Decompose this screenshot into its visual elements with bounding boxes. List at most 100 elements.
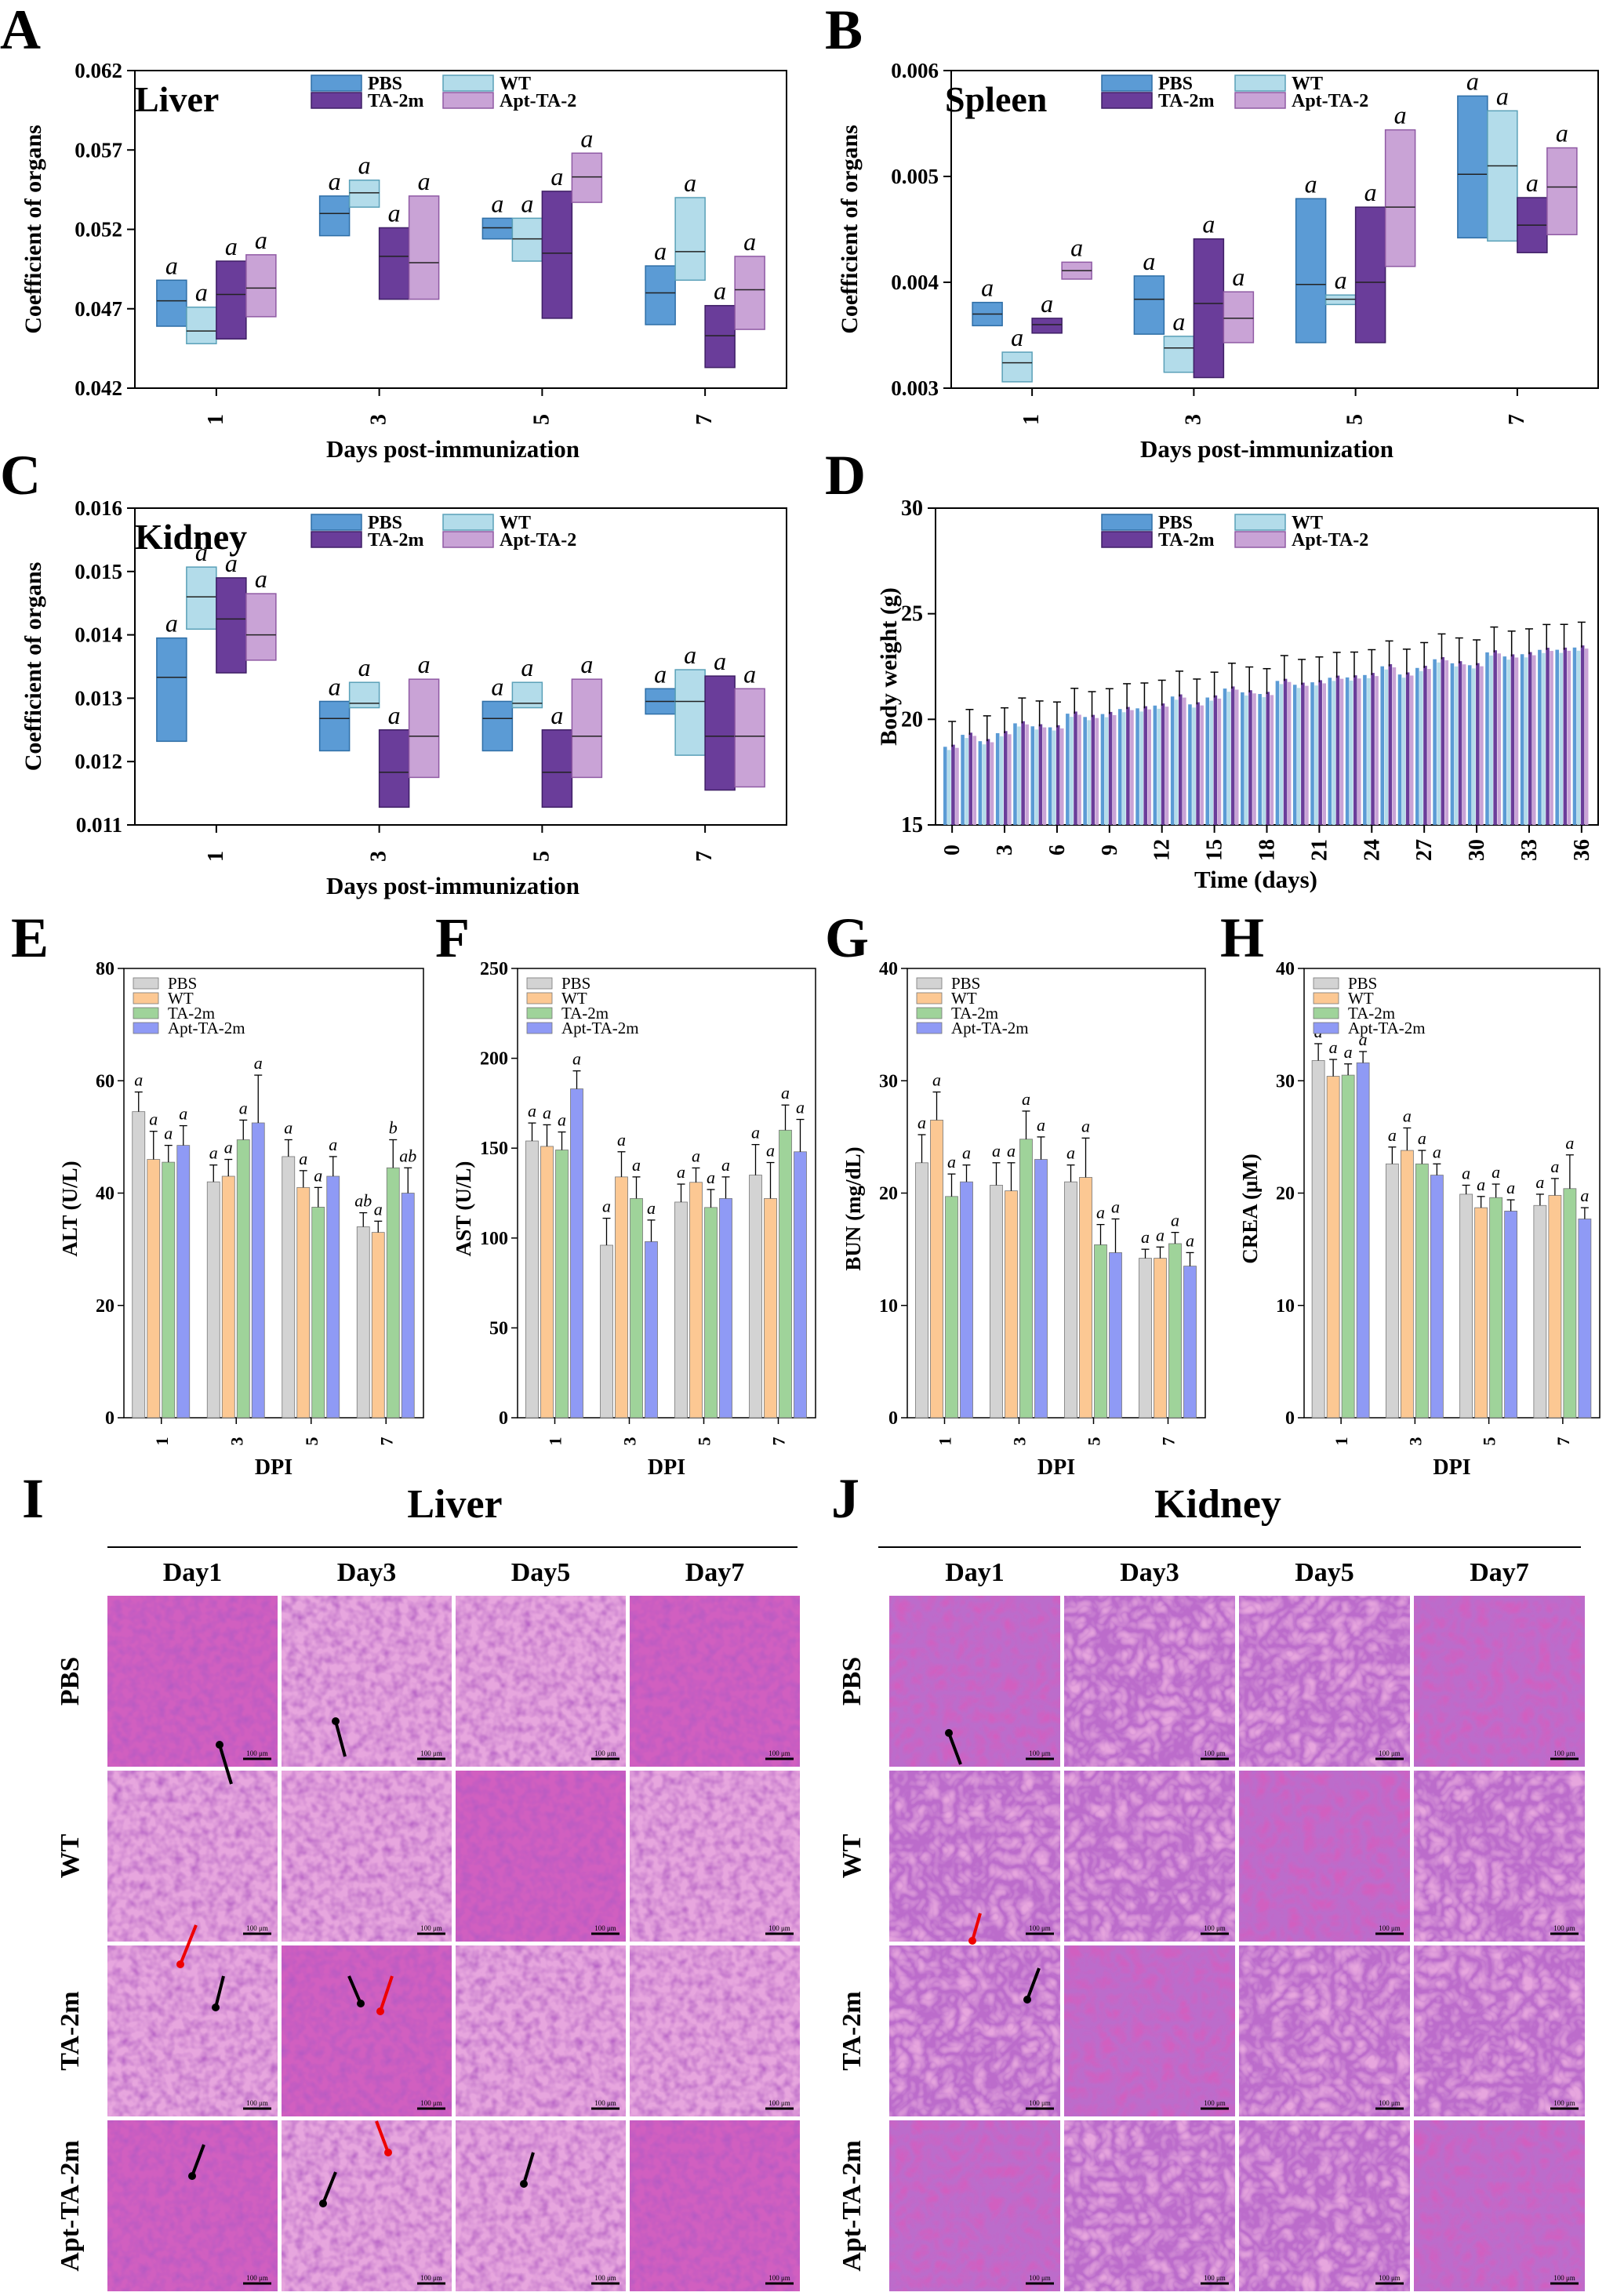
lesion-arrow-head-icon [212, 2004, 220, 2011]
chart-e-ytick-label: 40 [96, 1184, 114, 1204]
chart-b-ytick-label: 0.003 [891, 376, 939, 400]
panel-letter-g: G [825, 906, 869, 969]
histo-j-scalebar-label: 100 μm [1029, 2274, 1051, 2282]
chart-d-bar [1353, 675, 1357, 825]
histo-j-image [1414, 1596, 1585, 1767]
chart-d-bar [1339, 678, 1344, 825]
chart-f-legend-swatch-3 [526, 1022, 553, 1034]
chart-b-legend-label-3: Apt-TA-2 [1292, 91, 1368, 111]
lesion-arrow-head-icon [384, 2149, 392, 2156]
chart-c-xlabel: Days post-immunization [326, 872, 580, 899]
chart-h-legend-label-3: Apt-TA-2m [1348, 1019, 1426, 1037]
chart-d-bar [1392, 667, 1397, 825]
chart-g-sig-label: a [1141, 1227, 1150, 1247]
chart-d-bar [1213, 695, 1218, 825]
chart-g-bar [1109, 1252, 1122, 1419]
chart-f-xtick-label: 7 [769, 1437, 789, 1446]
chart-h-bar [1430, 1175, 1444, 1419]
lesion-arrow-icon [218, 1744, 233, 1785]
chart-e-sig-label: ab [354, 1191, 372, 1211]
chart-f-sig-label: a [572, 1049, 581, 1069]
chart-b-ytick-label: 0.006 [891, 59, 939, 82]
chart-c-box [186, 566, 217, 630]
histo-i-scalebar-label: 100 μm [594, 2274, 616, 2282]
chart-d-ylabel: Body weight (g) [876, 587, 902, 746]
chart-b-legend-label-2: TA-2m [1158, 91, 1215, 111]
chart-b-xlabel: Days post-immunization [1140, 435, 1393, 463]
chart-g-sig-label: a [1156, 1225, 1165, 1244]
lesion-arrow-icon [1026, 1967, 1041, 2000]
chart-c-legend-swatch-0 [311, 514, 362, 531]
chart-a-box [216, 260, 247, 340]
chart-h-sig-label: a [1462, 1163, 1470, 1183]
chart-h-bar [1563, 1188, 1577, 1419]
chart-g-xtick-label: 1 [936, 1437, 955, 1446]
chart-h-bar [1474, 1207, 1488, 1419]
chart-f-bar [794, 1151, 807, 1419]
histo-j-scalebar-label: 100 μm [1379, 1749, 1401, 1757]
histo-j-col-label: Day7 [1470, 1558, 1529, 1587]
chart-h-sig-label: a [1403, 1106, 1412, 1125]
chart-c-legend-label-1: WT [500, 513, 531, 533]
chart-a-ylabel: Coefficient of organs [20, 125, 46, 334]
chart-d-bar [1122, 712, 1126, 825]
histo-j-row-label: WT [838, 1833, 867, 1878]
chart-b-sig-label: a [1172, 307, 1185, 336]
chart-d-ytick-label: 15 [901, 813, 923, 837]
histo-j-image [1064, 1945, 1235, 2116]
histo-i-scalebar-label: 100 μm [246, 1749, 268, 1757]
chart-h-bar [1578, 1219, 1592, 1419]
chart-g-sig-label: a [1007, 1141, 1016, 1161]
chart-d-bar [1108, 711, 1113, 825]
chart-d-bar [1371, 673, 1375, 825]
chart-d-bar [1514, 657, 1519, 825]
chart-h-sig-label: a [1550, 1157, 1559, 1176]
chart-d-bar [1074, 711, 1077, 825]
histo-j-image [1064, 2120, 1235, 2291]
chart-c-box [216, 577, 247, 674]
chart-d-bar [1546, 648, 1550, 825]
chart-e-bar [251, 1122, 265, 1419]
chart-a-sig-label: a [580, 124, 593, 152]
panel-letter-f: F [435, 906, 470, 969]
chart-b-sig-label: a [1526, 169, 1539, 197]
chart-c-box [481, 700, 514, 752]
histo-i-scalebar-label: 100 μm [420, 2099, 442, 2107]
histo-i-scalebar-label: 100 μm [594, 1749, 616, 1757]
chart-g-ytick-label: 40 [879, 959, 898, 979]
chart-d-bar [1450, 663, 1455, 825]
chart-e-bar [282, 1156, 296, 1419]
lesion-arrow-icon [191, 2144, 205, 2177]
chart-d-bar [1283, 678, 1288, 825]
chart-h-ylabel: CREA (μM) [1238, 1153, 1262, 1264]
chart-e-bar [132, 1111, 146, 1419]
chart-d-bar [1427, 669, 1431, 825]
chart-e-legend-label-2: TA-2m [168, 1004, 215, 1023]
chart-d-bar [1244, 695, 1248, 825]
chart-a-sig-label: a [418, 167, 431, 195]
histo-j-image [1239, 1771, 1410, 1942]
chart-c-sig-label: a [714, 647, 726, 675]
chart-c-box [571, 678, 603, 779]
histo-j-scalebar-label: 100 μm [1553, 2274, 1575, 2282]
chart-d-bar [982, 744, 986, 825]
chart-d-bar [1409, 675, 1414, 825]
chart-g-bar [915, 1162, 928, 1419]
chart-d-bar [1388, 664, 1393, 825]
chart-b-xtick-label: 1 [1019, 414, 1044, 425]
histo-i-scalebar-label: 100 μm [246, 1924, 268, 1932]
chart-h-bar [1311, 1060, 1325, 1419]
chart-d-bar [1034, 729, 1039, 825]
chart-g-sig-label: a [917, 1113, 926, 1132]
chart-c-title: Kidney [135, 517, 247, 557]
lesion-arrow-icon [179, 1924, 198, 1965]
chart-d-bar [1559, 652, 1564, 825]
chart-d-bar [1493, 650, 1497, 825]
chart-a-sig-label: a [491, 189, 503, 217]
chart-h-xtick-label: 7 [1553, 1437, 1573, 1446]
chart-f-sig-label: a [677, 1162, 685, 1182]
chart-b-sig-label: a [1496, 82, 1509, 110]
chart-c-box [156, 637, 187, 743]
histo-i-scalebar-label: 100 μm [420, 2274, 442, 2282]
chart-c-legend-label-2: TA-2m [368, 530, 424, 550]
